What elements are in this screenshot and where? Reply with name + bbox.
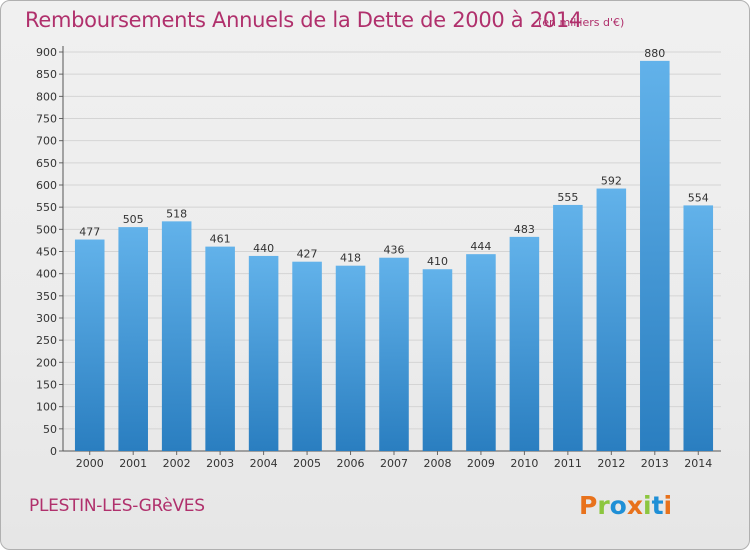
logo-letter: i	[643, 491, 652, 520]
y-tick-label: 550	[36, 201, 57, 214]
bars	[74, 60, 714, 451]
x-tick-label: 2011	[554, 457, 582, 470]
x-tick-label: 2005	[293, 457, 321, 470]
data-label: 518	[166, 207, 187, 220]
y-tick-label: 900	[36, 46, 57, 59]
data-label: 592	[601, 175, 622, 188]
y-tick-label: 500	[36, 223, 57, 236]
data-label: 880	[644, 47, 665, 60]
y-tick-label: 350	[36, 290, 57, 303]
y-tick-label: 650	[36, 157, 57, 170]
y-tick-label: 700	[36, 135, 57, 148]
y-tick-label: 0	[50, 445, 57, 458]
x-tick-label: 2001	[119, 457, 147, 470]
y-tick-label: 250	[36, 334, 57, 347]
data-label: 440	[253, 242, 274, 255]
x-tick-label: 2000	[76, 457, 104, 470]
data-label: 554	[688, 191, 709, 204]
data-label: 483	[514, 223, 535, 236]
data-label: 444	[470, 240, 491, 253]
y-tick-label: 50	[43, 423, 57, 436]
x-tick-label: 2009	[467, 457, 495, 470]
place-name: PLESTIN-LES-GRèVES	[29, 496, 205, 516]
x-tick-label: 2014	[684, 457, 712, 470]
bar-2014	[683, 205, 714, 451]
data-label: 410	[427, 255, 448, 268]
x-tick-label: 2002	[163, 457, 191, 470]
bar-2002	[161, 221, 192, 451]
logo-letter: x	[626, 491, 643, 520]
y-tick-label: 450	[36, 246, 57, 259]
proxiti-logo: Proxiti	[579, 491, 672, 520]
data-label: 477	[79, 226, 100, 239]
bar-2007	[379, 257, 409, 451]
bar-2000	[74, 239, 105, 451]
bar-2005	[292, 261, 322, 451]
x-tick-label: 2010	[510, 457, 538, 470]
y-tick-label: 750	[36, 113, 57, 126]
y-tick-label: 400	[36, 268, 57, 281]
bar-2011	[553, 204, 583, 451]
logo-letter: o	[609, 491, 627, 520]
x-tick-label: 2013	[641, 457, 669, 470]
data-labels: 477 505 518 461 440 427 418 436 410 444 483 555 592 8…	[79, 47, 709, 268]
y-tick-label: 800	[36, 90, 57, 103]
bar-2012	[596, 188, 627, 451]
data-label: 427	[297, 248, 318, 261]
bar-2010	[509, 236, 540, 451]
logo-letter: r	[597, 491, 610, 520]
x-tick-label: 2003	[206, 457, 234, 470]
y-tick-label: 600	[36, 179, 57, 192]
data-label: 505	[123, 213, 144, 226]
data-label: 418	[340, 252, 361, 265]
data-label: 461	[210, 233, 231, 246]
bar-2009	[466, 254, 496, 451]
chart-title: Remboursements Annuels de la Dette de 20…	[25, 8, 582, 32]
logo-letter: t	[651, 491, 664, 520]
logo-letter: P	[579, 491, 598, 520]
x-tick-label: 2008	[423, 457, 451, 470]
y-tick-label: 150	[36, 379, 57, 392]
x-tick-label: 2006	[337, 457, 365, 470]
bar-2001	[118, 227, 148, 451]
logo-letter: i	[663, 491, 673, 520]
data-label: 436	[384, 244, 405, 257]
bar-2006	[335, 265, 366, 451]
chart-units: (en milliers d'€)	[538, 16, 625, 29]
x-tick-label: 2004	[250, 457, 278, 470]
data-label: 555	[557, 191, 578, 204]
y-tick-label: 850	[36, 68, 57, 81]
bar-2008	[422, 269, 453, 451]
y-tick-label: 200	[36, 356, 57, 369]
bar-2013	[640, 60, 670, 451]
x-tick-label: 2012	[597, 457, 625, 470]
bar-2004	[248, 255, 279, 451]
bar-2003	[205, 246, 235, 451]
x-tick-label: 2007	[380, 457, 408, 470]
y-tick-label: 100	[36, 401, 57, 414]
y-tick-label: 300	[36, 312, 57, 325]
